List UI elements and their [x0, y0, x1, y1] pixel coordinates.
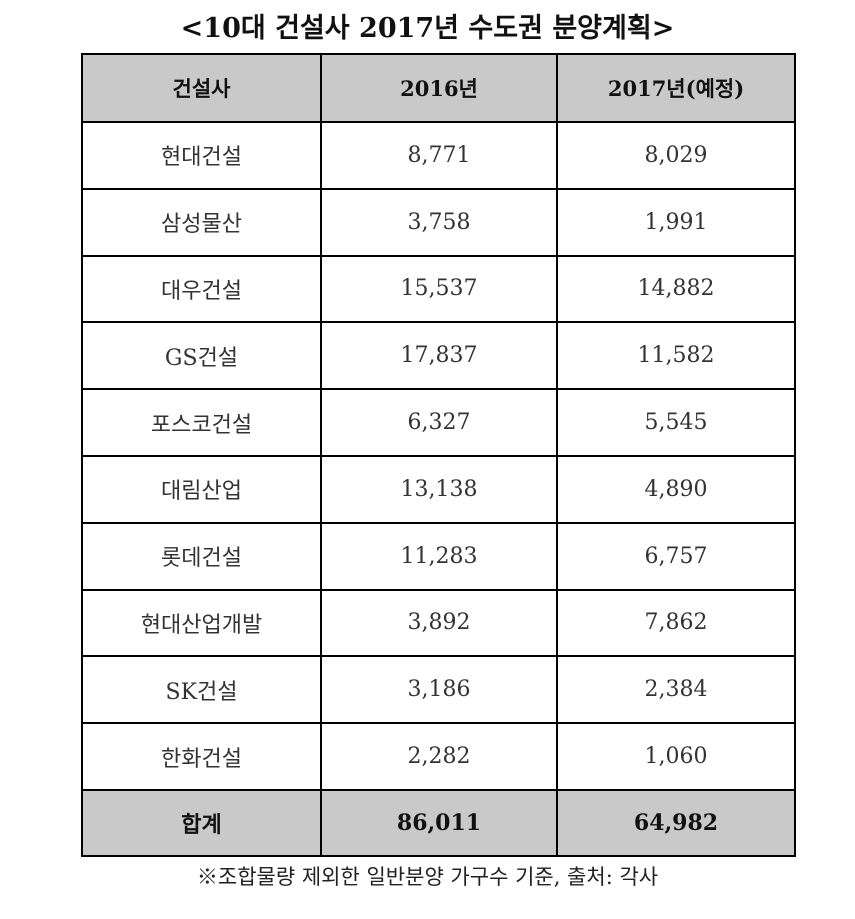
- total-label: 합계: [81, 788, 322, 857]
- table-row: 대림산업 13,138 4,890: [81, 454, 796, 524]
- table-row: 포스코건설 6,327 5,545: [81, 388, 796, 457]
- source-note: ※조합물량 제외한 일반분양 가구수 기준, 출처: 각사: [196, 865, 659, 889]
- value-2017-cell: 1,991: [556, 187, 796, 257]
- value-2017-cell: 14,882: [556, 254, 796, 324]
- value-2016-cell: 8,771: [320, 121, 558, 190]
- total-2016: 86,011: [320, 788, 558, 857]
- company-cell: 포스코건설: [81, 388, 322, 457]
- company-cell: SK건설: [81, 655, 322, 725]
- company-cell: 롯데건설: [81, 521, 322, 591]
- company-cell: GS건설: [81, 321, 322, 391]
- value-2016-cell: 2,282: [320, 722, 558, 791]
- value-2017-cell: 1,060: [556, 722, 796, 791]
- table-row: 한화건설 2,282 1,060: [81, 722, 796, 791]
- company-cell: 대우건설: [81, 254, 322, 324]
- value-2017-cell: 11,582: [556, 321, 796, 391]
- value-2017-cell: 6,757: [556, 521, 796, 591]
- company-cell: 대림산업: [81, 454, 322, 524]
- construction-supply-table: 건설사 2016년 2017년(예정) 현대건설 8,771 8,029 삼성물…: [81, 53, 796, 857]
- header-company: 건설사: [81, 53, 322, 123]
- header-2016: 2016년: [320, 53, 558, 123]
- value-2017-cell: 7,862: [556, 588, 796, 658]
- company-cell: 현대건설: [81, 121, 322, 190]
- value-2016-cell: 3,758: [320, 187, 558, 257]
- value-2016-cell: 13,138: [320, 454, 558, 524]
- table-row: SK건설 3,186 2,384: [81, 655, 796, 725]
- table-row: 현대건설 8,771 8,029: [81, 121, 796, 190]
- table-row: GS건설 17,837 11,582: [81, 321, 796, 391]
- value-2016-cell: 11,283: [320, 521, 558, 591]
- table-title: <10대 건설사 2017년 수도권 분양계획>: [180, 13, 675, 44]
- value-2016-cell: 3,186: [320, 655, 558, 725]
- table-row: 대우건설 15,537 14,882: [81, 254, 796, 324]
- value-2017-cell: 5,545: [556, 388, 796, 457]
- table-row: 현대산업개발 3,892 7,862: [81, 588, 796, 658]
- header-row: 건설사 2016년 2017년(예정): [81, 53, 796, 123]
- table-row: 롯데건설 11,283 6,757: [81, 521, 796, 591]
- table-row: 삼성물산 3,758 1,991: [81, 187, 796, 257]
- company-cell: 삼성물산: [81, 187, 322, 257]
- value-2016-cell: 3,892: [320, 588, 558, 658]
- value-2016-cell: 6,327: [320, 388, 558, 457]
- value-2016-cell: 17,837: [320, 321, 558, 391]
- company-cell: 현대산업개발: [81, 588, 322, 658]
- value-2017-cell: 2,384: [556, 655, 796, 725]
- company-cell: 한화건설: [81, 722, 322, 791]
- value-2016-cell: 15,537: [320, 254, 558, 324]
- value-2017-cell: 4,890: [556, 454, 796, 524]
- total-2017: 64,982: [556, 788, 796, 857]
- value-2017-cell: 8,029: [556, 121, 796, 190]
- total-row: 합계 86,011 64,982: [81, 788, 796, 857]
- header-2017: 2017년(예정): [556, 53, 796, 123]
